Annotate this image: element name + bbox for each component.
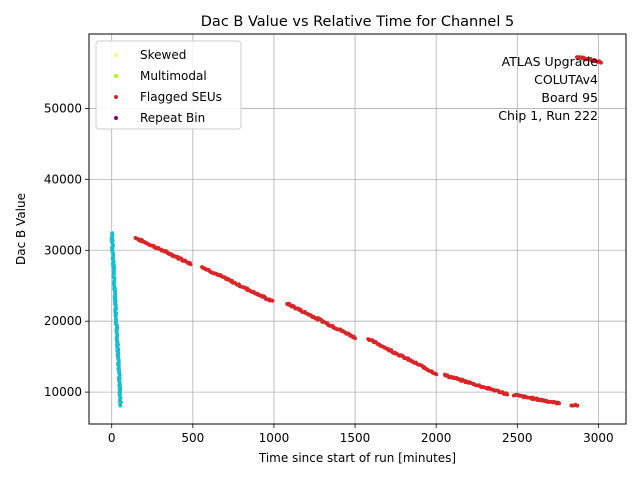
y-tick-label: 10000: [44, 385, 82, 399]
annotation-box: ATLAS Upgrade COLUTAv4 Board 95 Chip 1, Run…: [498, 54, 598, 123]
x-tick-label: 2500: [502, 431, 533, 445]
legend-marker: [114, 95, 118, 99]
x-tick-label: 1000: [259, 431, 290, 445]
data-points: [109, 55, 603, 408]
legend-label: Flagged SEUs: [140, 90, 222, 104]
annotation-line: Chip 1, Run 222: [498, 108, 598, 123]
legend: Skewed Multimodal Flagged SEUs Repeat Bin: [95, 40, 242, 130]
legend-label: Repeat Bin: [140, 111, 205, 125]
y-tick-label: 20000: [44, 314, 82, 328]
axis-ticks: 0 500 1000 1500 2000 2500 3000 10000 20000 30000 4…: [44, 101, 614, 445]
legend-marker: [114, 116, 118, 120]
data-point: [599, 60, 603, 65]
y-tick-label: 30000: [44, 243, 82, 257]
plot-area-frame: [88, 33, 627, 425]
data-point: [270, 298, 275, 303]
x-tick-label: 1500: [340, 431, 371, 445]
x-tick-label: 2000: [421, 431, 452, 445]
legend-marker: [114, 74, 118, 78]
annotation-line: COLUTAv4: [534, 72, 598, 87]
x-axis-label: Time since start of run [minutes]: [258, 451, 456, 465]
y-axis-label: Dac B Value: [14, 193, 28, 265]
data-point: [505, 392, 510, 397]
legend-label: Multimodal: [140, 69, 207, 83]
x-tick-label: 500: [181, 431, 204, 445]
data-point: [575, 403, 580, 408]
x-tick-label: 0: [108, 431, 116, 445]
y-tick-label: 40000: [44, 172, 82, 186]
x-tick-label: 3000: [583, 431, 614, 445]
data-point: [118, 403, 123, 408]
legend-marker: [114, 53, 118, 57]
data-point: [557, 401, 562, 406]
data-point: [353, 336, 357, 341]
y-tick-label: 50000: [44, 101, 82, 115]
data-point: [434, 372, 439, 377]
annotation-line: Board 95: [541, 90, 598, 105]
chart-title: Dac B Value vs Relative Time for Channel…: [201, 14, 514, 30]
annotation-line: ATLAS Upgrade: [502, 54, 599, 69]
legend-frame: [95, 40, 242, 130]
data-point: [188, 262, 193, 267]
legend-label: Skewed: [140, 48, 186, 62]
